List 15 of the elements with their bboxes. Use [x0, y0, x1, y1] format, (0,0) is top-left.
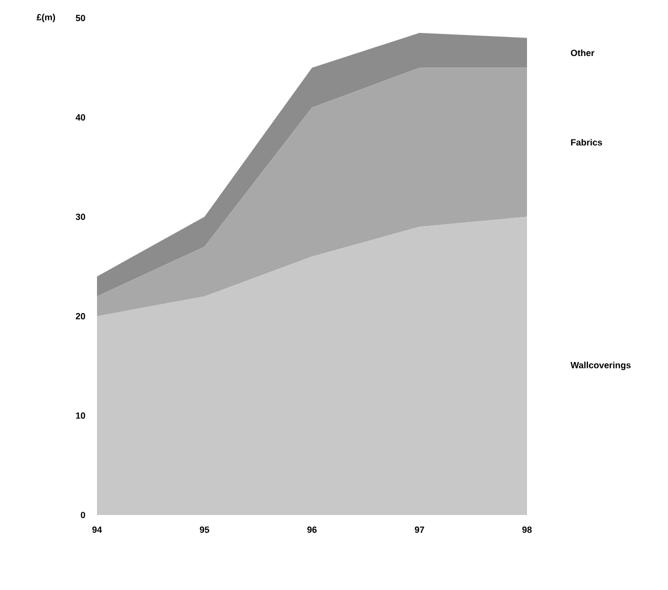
x-tick-label: 94 [92, 526, 102, 533]
x-tick-label: 95 [200, 526, 210, 533]
y-tick-label: 30 [76, 214, 86, 220]
y-tick-label: 10 [76, 412, 86, 419]
y-tick-label: 40 [76, 114, 86, 121]
text: Wallcoverings [570, 362, 631, 370]
text: Fabrics [571, 138, 602, 146]
x-tick-label: 98 [522, 526, 532, 533]
y-tick-label: 20 [76, 313, 86, 320]
x-tick-label: 96 [307, 526, 317, 533]
text: Other [570, 49, 594, 56]
x-tick-label: 97 [414, 526, 424, 533]
y-tick-label: 0 [80, 512, 86, 518]
y-tick-label: 50 [76, 14, 86, 22]
y-axis-title: £(m) [36, 14, 56, 22]
